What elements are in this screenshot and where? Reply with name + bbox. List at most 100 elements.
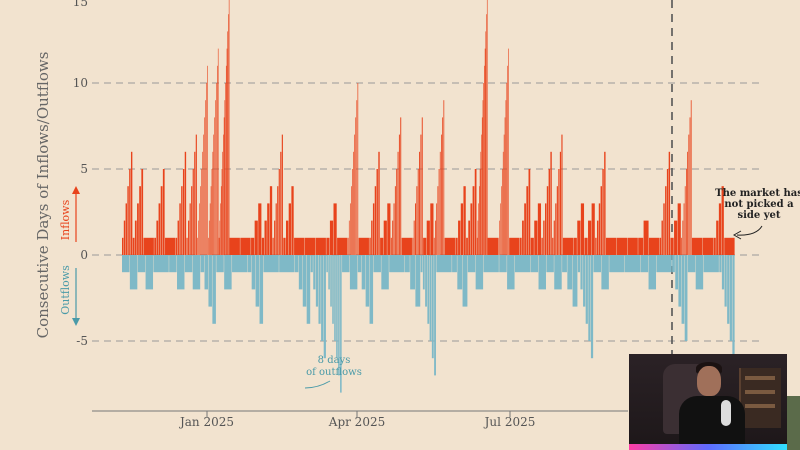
inflow-bar (688, 134, 690, 255)
inflow-bar (616, 237, 628, 255)
outflow-bar (145, 255, 154, 290)
inflow-bar (479, 186, 480, 255)
inflow-bar (555, 203, 557, 255)
inflow-bar (666, 169, 669, 255)
inflow-bar (264, 220, 267, 255)
inflow-bar (507, 65, 508, 255)
inflow-bar (224, 100, 226, 255)
inflow-bar (463, 186, 466, 255)
legend-outflows-arrowhead (72, 318, 80, 326)
annotation-market-line: not picked a (724, 199, 794, 210)
inflow-bar (415, 203, 417, 255)
x-tick-label: Apr 2025 (328, 415, 385, 429)
inflow-bar (184, 151, 187, 255)
inflow-bar (376, 169, 378, 255)
inflow-bar (397, 151, 399, 255)
outflow-bar (562, 255, 567, 273)
inflow-bar (374, 186, 377, 255)
inflow-bar (227, 31, 228, 256)
inflow-bar (584, 237, 588, 255)
inflow-bar (468, 220, 471, 255)
inflow-bar (222, 151, 223, 255)
inflow-bar (541, 237, 543, 255)
inflow-bar (205, 100, 206, 255)
inflow-bar (223, 117, 225, 256)
y-tick-label: 15 (73, 0, 88, 9)
inflow-bar (398, 134, 400, 255)
outflow-bar (648, 255, 657, 290)
outflow-bar (452, 255, 457, 273)
outflow-bar (684, 255, 688, 341)
inflow-bar (522, 220, 524, 255)
inflow-bar (189, 203, 191, 255)
outflow-bar (200, 255, 205, 273)
inflow-bar (354, 134, 355, 255)
inflow-bar (474, 169, 477, 255)
inflow-bar (577, 220, 581, 255)
inflow-bar (141, 169, 144, 255)
inflow-bar (208, 220, 210, 255)
inflow-bar (663, 203, 665, 255)
inflow-bar (160, 186, 163, 255)
inflow-bar (426, 220, 430, 255)
inflow-bar (158, 203, 161, 255)
y-tick-label: -5 (76, 334, 88, 348)
inflow-bar (506, 83, 508, 255)
inflow-bar (215, 100, 216, 255)
webcam-overlay (629, 354, 787, 450)
outflow-bar (585, 255, 588, 324)
inflow-bar (588, 220, 592, 255)
inflow-bar (478, 203, 479, 255)
outflow-bar (298, 255, 303, 290)
inflow-bar (216, 83, 217, 255)
outflow-bar (365, 255, 370, 307)
inflow-bar (137, 203, 139, 255)
inflow-bar (396, 169, 398, 255)
outflow-bar (538, 255, 546, 290)
x-tick-label: Jul 2025 (483, 415, 536, 429)
inflow-bar (604, 151, 606, 255)
inflow-bar (154, 237, 157, 255)
inflow-bar (326, 237, 330, 255)
inflow-bar (219, 220, 221, 255)
outflow-bar (369, 255, 374, 324)
inflow-bar (546, 186, 549, 255)
inflow-bar (442, 117, 444, 256)
inflow-bar (417, 169, 419, 255)
outflow-bar (457, 255, 463, 290)
inflow-bar (134, 220, 137, 255)
inflow-bar (337, 237, 348, 255)
inflow-bar (559, 151, 561, 255)
y-tick-label: 0 (80, 248, 88, 262)
inflow-bar (686, 169, 687, 255)
outflow-bar (729, 255, 732, 341)
outflow-bar (577, 255, 581, 273)
outflow-bar (153, 255, 169, 273)
inflow-bar (437, 186, 439, 255)
inflow-bar (254, 220, 258, 255)
inflow-bar (274, 220, 276, 255)
inflow-bar (413, 220, 415, 255)
inflow-bar (682, 220, 684, 255)
outflow-bar (675, 255, 679, 290)
inflow-bar (369, 237, 371, 255)
annotation-outflows-line2: of outflows (306, 367, 362, 378)
outflow-bar (129, 255, 138, 290)
outflow-bar (436, 255, 452, 273)
inflow-bar (200, 186, 201, 255)
inflow-bar (348, 220, 350, 255)
inflow-bar (358, 237, 369, 255)
outflow-bar (420, 255, 423, 273)
outflow-bar (328, 255, 330, 290)
inflow-bar (500, 203, 501, 255)
outflow-bar (310, 255, 313, 273)
inflow-bar (288, 203, 291, 255)
outflow-bar (678, 255, 682, 307)
outflow-bar (321, 255, 324, 341)
outflow-bar (624, 255, 641, 273)
inflow-bar (552, 237, 554, 255)
outflow-bar (340, 255, 342, 393)
inflow-bar (702, 237, 714, 255)
outflow-bar (137, 255, 146, 273)
inflow-bar (304, 237, 316, 255)
